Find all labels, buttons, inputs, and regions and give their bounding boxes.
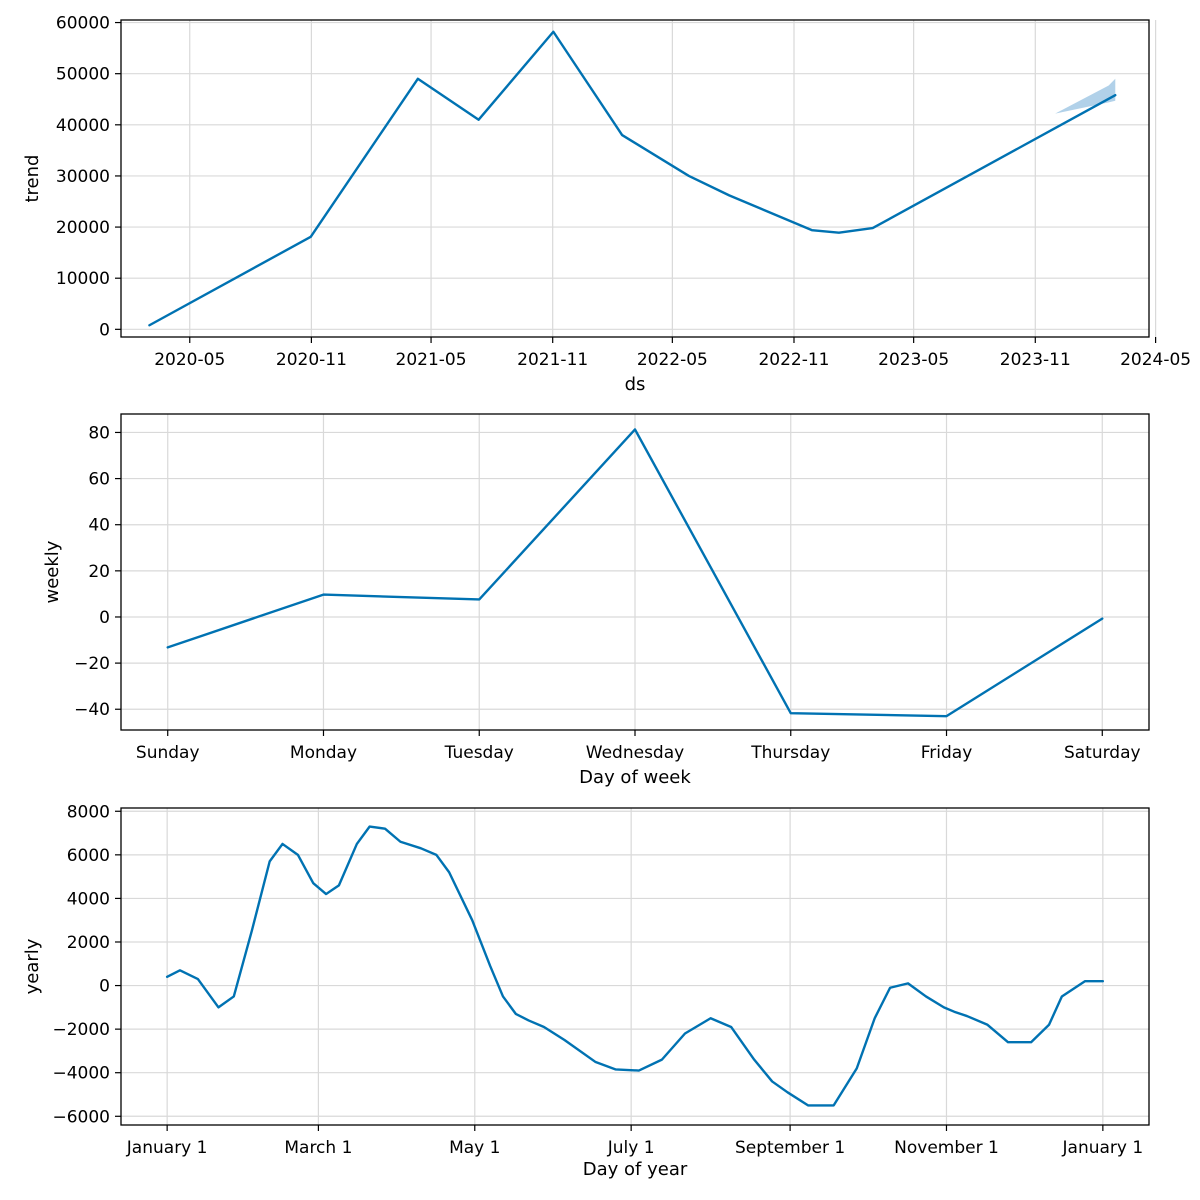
trend-axes-frame [120,19,1150,338]
x-tick-label: July 1 [607,1138,655,1158]
trend-series-line [148,30,1117,327]
x-tick-label: Saturday [1064,743,1141,763]
weekly-x-axis-label: Day of week [579,767,691,788]
x-tick-label: September 1 [735,1138,845,1158]
yearly-grid [121,808,1149,1125]
trend-panel: 2020-05 2020-11 2021-05 2021-11 2022-05 2022-… [22,14,1191,395]
trend-y-axis-label: trend [22,155,43,203]
y-tick-label: 20 [88,562,110,582]
x-tick-label: January 1 [1062,1138,1144,1158]
y-tick-label: 6000 [67,846,110,866]
y-tick-label: 0 [99,608,110,628]
y-tick-label: 80 [88,423,110,443]
uncertainty-band [1055,78,1116,114]
y-tick-label: −4000 [52,1064,110,1084]
x-tick-label: Monday [290,743,357,763]
yearly-axes-frame [120,807,1150,1126]
y-tick-label: −2000 [52,1020,110,1040]
x-tick-label: 2020-11 [276,350,347,370]
weekly-grid [121,414,1149,730]
y-tick-label: 4000 [67,889,110,909]
trend-x-axis-label: ds [625,374,646,395]
yearly-x-axis-label: Day of year [583,1159,688,1180]
y-tick-label: 8000 [67,802,110,822]
x-tick-label: November 1 [894,1138,999,1158]
x-tick-label: May 1 [449,1138,500,1158]
y-tick-label: 10000 [56,269,110,289]
x-tick-label: Thursday [750,743,830,763]
x-tick-label: 2023-11 [1000,350,1071,370]
yearly-panel: January 1 March 1 May 1 July 1 September 1 No… [22,802,1150,1180]
y-tick-label: −6000 [52,1107,110,1127]
y-tick-label: 40 [88,516,110,536]
x-tick-label: 2021-11 [517,350,588,370]
x-tick-label: January 1 [126,1138,208,1158]
yearly-series-line [165,825,1105,1107]
weekly-panel: Sunday Monday Tuesday Wednesday Thursday Frid… [42,413,1150,788]
x-tick-label: Tuesday [444,743,514,763]
trend-grid [121,20,1157,337]
x-tick-label: 2022-11 [758,350,829,370]
x-tick-label: 2021-05 [396,350,467,370]
x-tick-label: 2024-05 [1120,350,1191,370]
y-tick-label: 0 [99,977,110,997]
x-tick-label: Wednesday [586,743,684,763]
y-tick-label: 60000 [56,14,110,34]
y-tick-label: 2000 [67,933,110,953]
y-tick-label: 60 [88,470,110,490]
y-tick-label: −40 [74,700,110,720]
x-tick-label: Friday [921,743,973,763]
x-tick-label: March 1 [284,1138,352,1158]
x-tick-label: Sunday [136,743,200,763]
x-tick-label: 2020-05 [154,350,225,370]
y-tick-label: 50000 [56,65,110,85]
y-tick-label: 40000 [56,116,110,136]
x-tick-label: 2023-05 [878,350,949,370]
y-tick-label: 20000 [56,218,110,238]
weekly-series-line [166,428,1104,718]
yearly-y-axis-label: yearly [22,938,43,994]
x-tick-label: 2022-05 [637,350,708,370]
weekly-y-axis-label: weekly [42,540,63,603]
y-tick-label: 0 [99,320,110,340]
y-tick-label: 30000 [56,167,110,187]
y-tick-label: −20 [74,654,110,674]
